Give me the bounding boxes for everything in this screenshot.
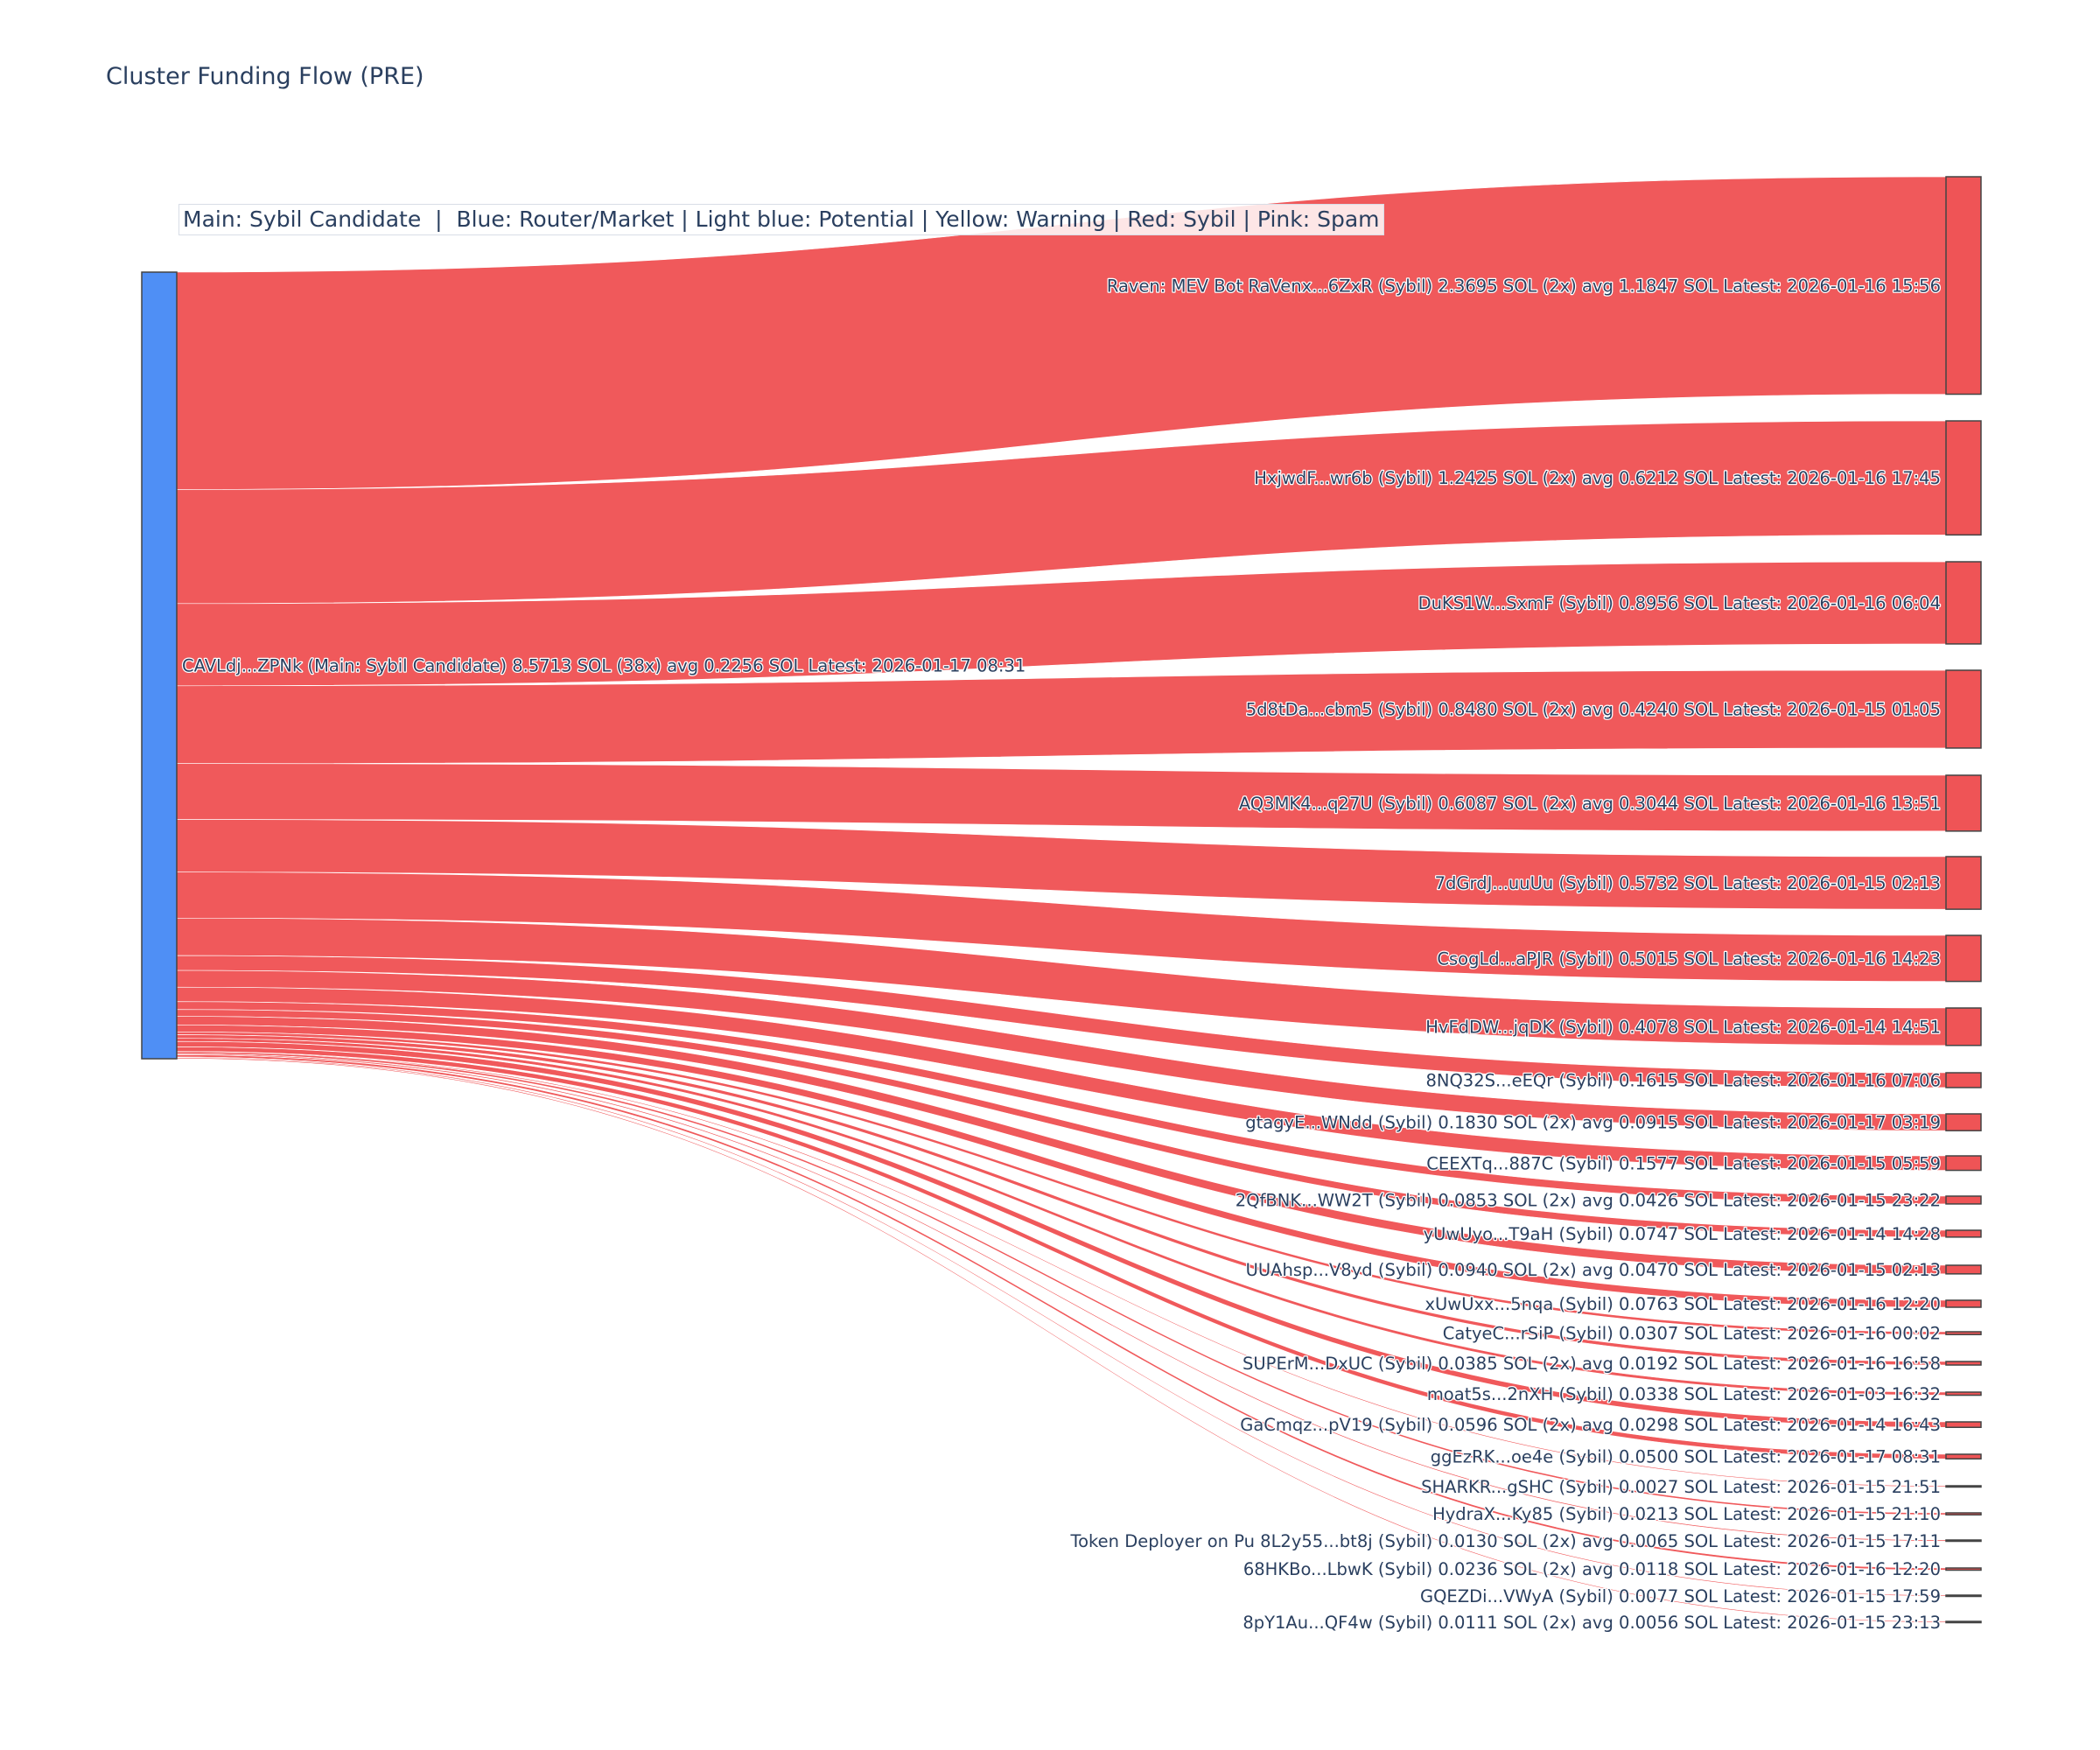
target-node-label: DuKS1W...SxmF (Sybil) 0.8956 SOL Latest:… [1418, 593, 1941, 613]
target-node-label: GaCmqz...pV19 (Sybil) 0.0596 SOL (2x) av… [1240, 1415, 1941, 1435]
source-node-label: CAVLdj...ZPNk (Main: Sybil Candidate) 8.… [182, 656, 1026, 676]
target-node-label: 8pY1Au...QF4w (Sybil) 0.0111 SOL (2x) av… [1242, 1613, 1941, 1633]
target-node-label: CatyeC...rSiP (Sybil) 0.0307 SOL Latest:… [1443, 1324, 1941, 1344]
target-node [1945, 1485, 1982, 1488]
legend-annotation: Main: Sybil Candidate | Blue: Router/Mar… [178, 204, 1384, 235]
target-node-label: xUwUxx...5nqa (Sybil) 0.0763 SOL Latest:… [1424, 1294, 1941, 1314]
target-node [1945, 1539, 1982, 1543]
target-node [1945, 1421, 1982, 1429]
target-node [1945, 1453, 1982, 1460]
target-node [1945, 1361, 1982, 1366]
target-node [1945, 1331, 1982, 1335]
source-node [141, 271, 178, 1060]
target-node-label: HxjwdF...wr6b (Sybil) 1.2425 SOL (2x) av… [1254, 468, 1941, 488]
target-node [1945, 934, 1982, 983]
target-node [1945, 1299, 1982, 1308]
target-node [1945, 1620, 1982, 1624]
target-node-label: ggEzRK...oe4e (Sybil) 0.0500 SOL Latest:… [1431, 1447, 1941, 1467]
target-node [1945, 1594, 1982, 1598]
target-node [1945, 1007, 1982, 1046]
target-node [1945, 774, 1982, 832]
target-node-label: CEEXTq...887C (Sybil) 0.1577 SOL Latest:… [1426, 1153, 1941, 1173]
target-node-label: 68HKBo...LbwK (Sybil) 0.0236 SOL (2x) av… [1243, 1559, 1941, 1579]
target-node-label: Raven: MEV Bot RaVenx...6ZxR (Sybil) 2.3… [1107, 276, 1941, 296]
target-node-label: 2QfBNK...WW2T (Sybil) 0.0853 SOL (2x) av… [1236, 1190, 1941, 1210]
target-node [1945, 176, 1982, 396]
target-node-label: HydraX...Ky85 (Sybil) 0.0213 SOL Latest:… [1432, 1504, 1941, 1524]
target-node-label: UUAhsp...V8yd (Sybil) 0.0940 SOL (2x) av… [1246, 1260, 1941, 1280]
target-node-label: SUPErM...DxUC (Sybil) 0.0385 SOL (2x) av… [1242, 1354, 1941, 1374]
target-node-label: yUwUyo...T9aH (Sybil) 0.0747 SOL Latest:… [1424, 1224, 1941, 1244]
target-node-label: AQ3MK4...q27U (Sybil) 0.6087 SOL (2x) av… [1239, 794, 1941, 814]
target-node [1945, 1155, 1982, 1172]
target-node-label: 7dGrdJ...uuUu (Sybil) 0.5732 SOL Latest:… [1435, 873, 1941, 893]
target-node-label: CsogLd...aPJR (Sybil) 0.5015 SOL Latest:… [1437, 948, 1941, 969]
target-node-label: Token Deployer on Pu 8L2y55...bt8j (Sybi… [1070, 1531, 1941, 1551]
target-node-label: moat5s...2nXH (Sybil) 0.0338 SOL Latest:… [1427, 1384, 1941, 1404]
sankey-nodes [141, 176, 1982, 1624]
target-node [1945, 1567, 1982, 1572]
target-node [1945, 1072, 1982, 1088]
target-node-label: GQEZDi...VWyA (Sybil) 0.0077 SOL Latest:… [1420, 1586, 1941, 1606]
target-node [1945, 856, 1982, 910]
target-node [1945, 1229, 1982, 1238]
target-node-label: HvFdDW...jqDK (Sybil) 0.4078 SOL Latest:… [1425, 1017, 1941, 1037]
target-node [1945, 420, 1982, 536]
target-node [1945, 1264, 1982, 1275]
target-node-label: 5d8tDa...cbm5 (Sybil) 0.8480 SOL (2x) av… [1246, 699, 1941, 719]
target-node-label: gtagyE...WNdd (Sybil) 0.1830 SOL (2x) av… [1245, 1113, 1941, 1133]
sankey-labels: CAVLdj...ZPNk (Main: Sybil Candidate) 8.… [181, 275, 1942, 1634]
target-node [1945, 1512, 1982, 1516]
target-node [1945, 561, 1982, 645]
target-node [1945, 1391, 1982, 1396]
target-node [1945, 1195, 1982, 1205]
page-title: Cluster Funding Flow (PRE) [106, 63, 424, 90]
target-node [1945, 669, 1982, 749]
target-node-label: SHARKR...gSHC (Sybil) 0.0027 SOL Latest:… [1421, 1477, 1941, 1497]
target-node [1945, 1113, 1982, 1131]
sankey-links [176, 176, 1947, 1623]
target-node-label: 8NQ32S...eEQr (Sybil) 0.1615 SOL Latest:… [1425, 1070, 1941, 1090]
